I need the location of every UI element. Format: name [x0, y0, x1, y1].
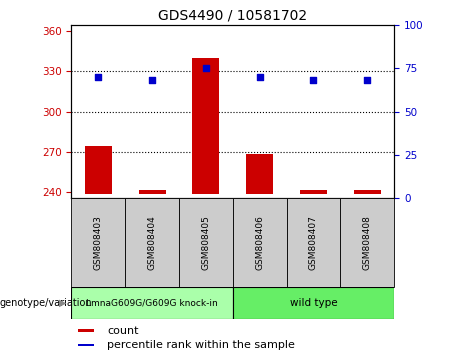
Text: GSM808404: GSM808404: [148, 215, 157, 270]
Point: [95, 74, 102, 80]
Point: [256, 74, 263, 80]
Bar: [340, 198, 394, 287]
Text: GSM808406: GSM808406: [255, 215, 264, 270]
Text: count: count: [107, 326, 138, 336]
Text: ▶: ▶: [59, 298, 67, 308]
Bar: [71, 287, 233, 319]
Point: [202, 65, 210, 71]
Bar: [139, 190, 165, 194]
Text: percentile rank within the sample: percentile rank within the sample: [107, 340, 295, 350]
Text: GSM808407: GSM808407: [309, 215, 318, 270]
Bar: [300, 190, 327, 194]
Point: [364, 78, 371, 83]
Text: wild type: wild type: [290, 298, 337, 308]
Bar: [179, 198, 233, 287]
Bar: [354, 190, 381, 194]
Bar: [78, 344, 94, 346]
Text: genotype/variation: genotype/variation: [0, 298, 93, 308]
Text: GSM808408: GSM808408: [363, 215, 372, 270]
Bar: [71, 198, 125, 287]
Bar: [233, 287, 394, 319]
Bar: [233, 198, 287, 287]
Bar: [246, 154, 273, 194]
Bar: [287, 198, 340, 287]
Point: [148, 78, 156, 83]
Bar: [78, 329, 94, 332]
Bar: [85, 146, 112, 194]
Bar: [193, 58, 219, 194]
Bar: [125, 198, 179, 287]
Text: GSM808405: GSM808405: [201, 215, 210, 270]
Text: GSM808403: GSM808403: [94, 215, 103, 270]
Point: [310, 78, 317, 83]
Text: LmnaG609G/G609G knock-in: LmnaG609G/G609G knock-in: [86, 298, 218, 307]
Title: GDS4490 / 10581702: GDS4490 / 10581702: [158, 8, 307, 22]
